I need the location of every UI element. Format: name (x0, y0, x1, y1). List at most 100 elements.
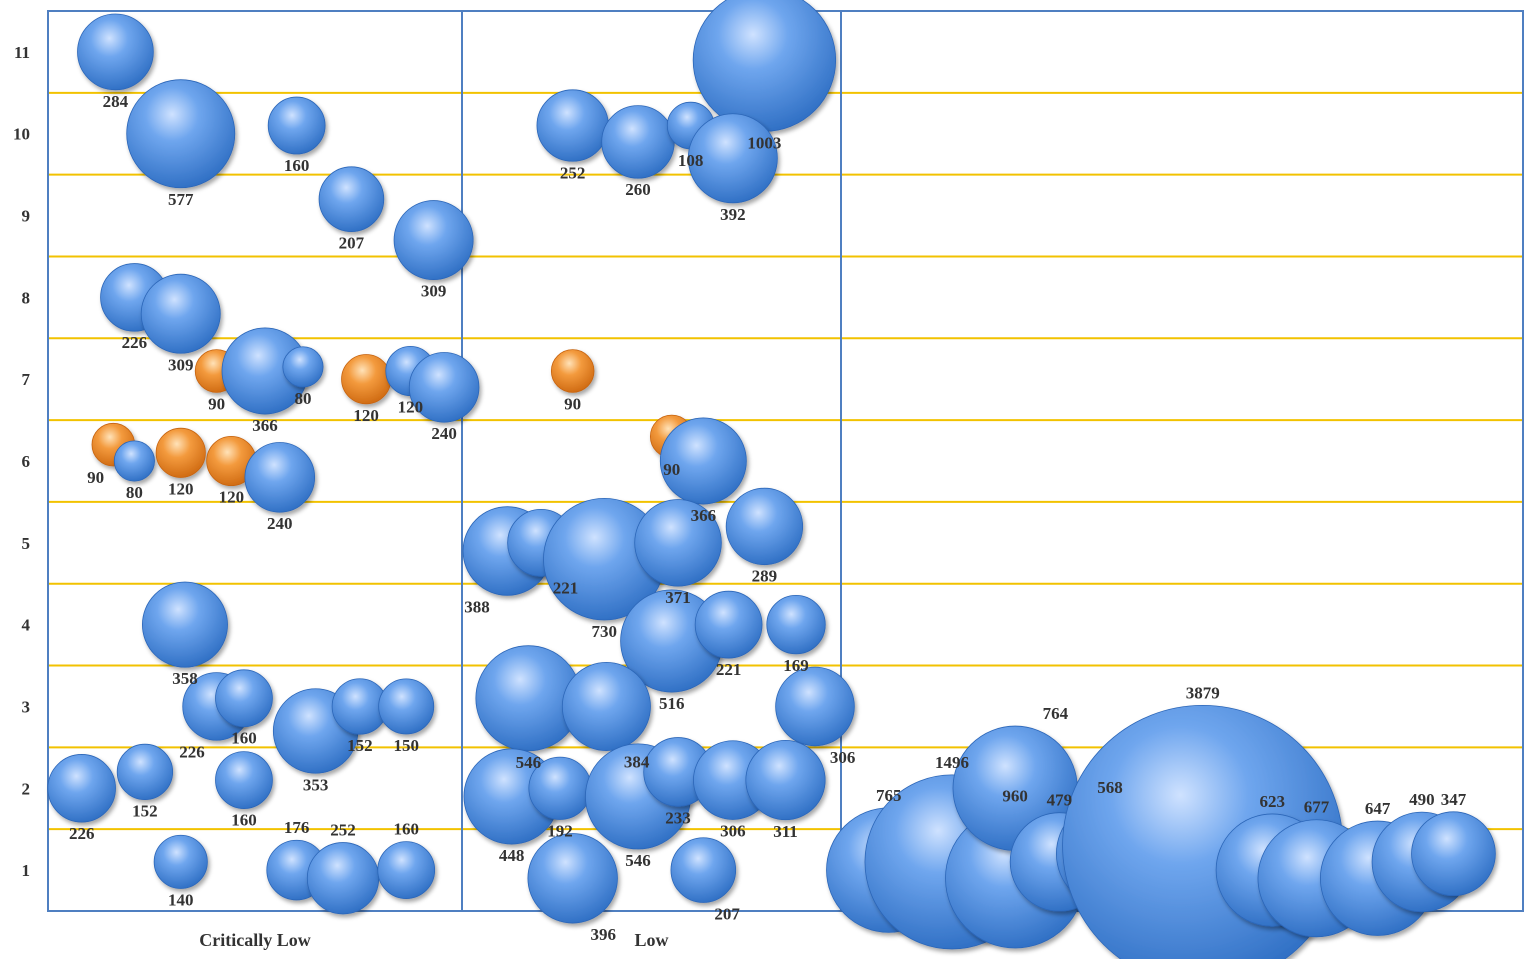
bubble-value-label: 90 (663, 460, 680, 479)
bubble (377, 841, 436, 899)
bubble (116, 743, 174, 801)
bubble-value-label: 152 (347, 736, 373, 755)
bubble-value-label: 176 (284, 818, 310, 837)
y-tick-label: 7 (22, 370, 31, 389)
bubble-value-label: 1496 (935, 753, 969, 772)
bubble-value-label: 233 (665, 808, 691, 827)
bubble (47, 754, 116, 823)
bubble (215, 669, 273, 728)
bubble-value-label: 252 (330, 821, 356, 840)
bubble (244, 442, 316, 513)
bubble (766, 594, 826, 655)
bubble-value-label: 479 (1047, 791, 1073, 810)
bubble-value-label: 260 (625, 180, 651, 199)
bubble (318, 166, 385, 232)
bubble-value-label: 80 (294, 389, 311, 408)
bubble-value-label: 120 (398, 398, 424, 417)
bubble-value-label: 207 (714, 904, 740, 923)
bubble-value-label: 384 (624, 753, 650, 772)
bubble-value-label: 240 (267, 514, 293, 533)
bubble-value-label: 152 (132, 802, 158, 821)
bubble (1411, 811, 1496, 897)
bubble-value-label: 120 (353, 406, 379, 425)
bubble-value-label: 366 (252, 416, 278, 435)
bubble (113, 440, 155, 482)
bubble-value-label: 120 (219, 488, 245, 507)
bubble (775, 666, 855, 747)
bubble-value-label: 448 (499, 846, 525, 865)
bubble-value-label: 306 (830, 748, 856, 767)
bubble (561, 661, 651, 751)
bubble-value-label: 392 (720, 205, 746, 224)
y-axis-ticks: 1 2 3 4 5 6 7 8 9 10 11 (13, 43, 31, 880)
bubble-value-label: 388 (464, 597, 490, 616)
bubble-value-label: 284 (103, 92, 129, 111)
bubble-value-label: 306 (720, 821, 746, 840)
bubble (601, 105, 675, 179)
bubble-value-label: 120 (168, 479, 194, 498)
y-tick-label: 2 (22, 779, 31, 798)
bubble-value-label: 366 (691, 506, 717, 525)
bubble-value-label: 3879 (1186, 683, 1220, 702)
y-tick-label: 11 (14, 43, 30, 62)
y-tick-label: 4 (22, 616, 31, 635)
bubble (155, 427, 206, 478)
bubble (634, 499, 722, 587)
bubble-value-label: 396 (591, 925, 617, 944)
bubble (408, 352, 480, 423)
bubble (77, 13, 154, 91)
bubble (659, 417, 747, 505)
bubble-value-label: 623 (1260, 792, 1286, 811)
bubble (126, 79, 236, 189)
bubble-value-label: 207 (339, 234, 365, 253)
bubble-value-label: 160 (231, 729, 257, 748)
bubble-value-label: 577 (168, 190, 194, 209)
bubble-value-label: 311 (773, 822, 798, 841)
bubble-value-label: 677 (1304, 798, 1330, 817)
bubble (393, 200, 474, 281)
y-tick-label: 10 (13, 125, 30, 144)
bubble-value-label: 80 (126, 483, 143, 502)
bubble-value-label: 546 (516, 753, 542, 772)
bubbles (47, 0, 1496, 959)
bubble (550, 349, 595, 393)
bubble-value-label: 546 (625, 851, 651, 870)
bubble (536, 89, 609, 162)
category-label: Low (634, 930, 668, 950)
bubble (687, 113, 778, 204)
bubble-value-label: 221 (553, 578, 579, 597)
y-tick-label: 6 (22, 452, 31, 471)
bubble-value-label: 226 (69, 824, 95, 843)
bubble (341, 354, 392, 405)
bubble-value-label: 347 (1441, 790, 1467, 809)
y-tick-label: 9 (22, 207, 31, 226)
bubble-labels: 284 577 160 207 309 226 309 90 366 80 120 120 240 90 8… (69, 92, 1467, 944)
bubble-value-label: 108 (678, 151, 704, 170)
bubble-value-label: 353 (303, 775, 329, 794)
bubble (141, 581, 228, 668)
category-label: Critically Low (199, 930, 310, 950)
bubble-value-label: 309 (168, 355, 194, 374)
bubble-value-label: 226 (122, 333, 148, 352)
bubble (215, 751, 273, 809)
bubble-value-label: 90 (564, 394, 581, 413)
bubble-value-label: 150 (393, 736, 419, 755)
bubble (267, 96, 326, 155)
bubble-value-label: 160 (393, 820, 419, 839)
bubble (153, 834, 208, 889)
bubble (694, 590, 763, 659)
bubble-value-label: 371 (665, 588, 691, 607)
bubble-value-label: 140 (168, 891, 194, 910)
bubble (745, 740, 826, 821)
bubble-value-label: 647 (1365, 799, 1391, 818)
bubble-value-label: 960 (1002, 787, 1028, 806)
y-tick-label: 1 (22, 861, 31, 880)
bubble-value-label: 730 (592, 622, 618, 641)
bubble-value-label: 90 (208, 394, 225, 413)
bubble-value-label: 160 (284, 156, 310, 175)
bubble-value-label: 516 (659, 694, 685, 713)
bubble (282, 346, 324, 388)
bubble-value-label: 90 (87, 468, 104, 487)
bubble (527, 833, 618, 924)
